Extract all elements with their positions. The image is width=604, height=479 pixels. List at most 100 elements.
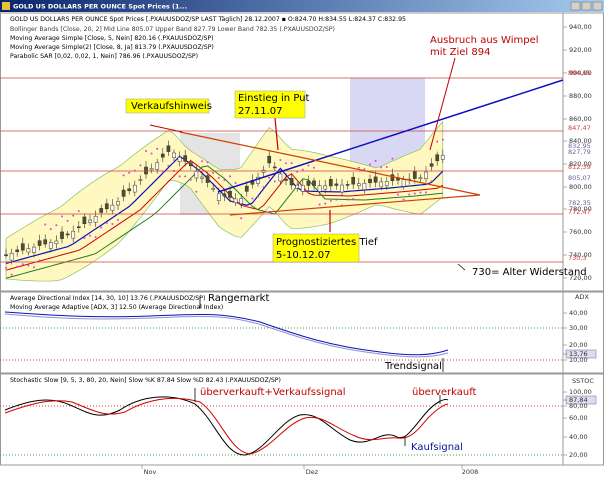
sar-dot [27,264,30,267]
sar-dot [72,214,75,217]
axis-label: 40,00 [569,433,588,441]
axis-label: 20,00 [569,341,588,349]
panel-name: ADX [575,293,589,301]
candle [289,178,294,186]
axis-label: 40,00 [569,309,588,317]
candle [48,242,53,249]
candle [412,171,417,179]
candle [351,176,356,185]
candle [228,190,232,198]
maximize-button[interactable] [581,1,592,11]
annotation: Rangemarkt [208,293,269,304]
candle [138,179,143,181]
price-tag: 805,07 [568,174,591,182]
candle [356,183,361,186]
axis-label: 940,00 [569,23,592,31]
candle [295,184,300,189]
candle [194,171,199,179]
price-tag: 812,39 [568,163,591,171]
axis-label: 740,00 [569,251,592,259]
sar-dot [44,223,47,226]
sar-dot [156,147,159,150]
sar-dot [335,198,338,201]
sar-dot [240,217,243,220]
axis-label: 860,00 [569,115,592,123]
annotation: Trendsignal [384,361,442,372]
axis-label: 880,00 [569,92,592,100]
adx-ma-line [4,313,449,358]
candle [424,171,428,180]
candle [149,168,154,171]
axis-label: 10,00 [569,356,588,364]
candle [328,179,333,187]
candle [104,203,109,210]
candle [32,246,36,253]
minimize-button[interactable] [570,1,581,11]
candle [379,181,384,188]
legend-entry: Parabolic SAR [0,02, 0,02, 1, Nein] 786.… [10,53,198,60]
sar-dot [402,198,405,201]
sar-dot [16,265,19,268]
candle [60,231,64,239]
sar-dot [145,150,147,153]
annotation: 730= Alter Widerstand [472,267,587,278]
axis-label: 760,00 [569,228,592,236]
sar-dot [178,175,181,178]
legend-entry: Stochastic Slow [9, 5, 3, 80, 20, Nein] … [10,377,281,384]
sar-dot [329,199,332,202]
candle [127,188,132,192]
axis-label: 80,00 [569,402,588,410]
candle [200,176,204,179]
close-button[interactable] [592,1,603,11]
sar-dot [413,192,416,195]
sar-dot [290,162,293,165]
axis-label: 13,76 [569,350,588,358]
arrow [149,124,183,133]
candle [216,193,221,201]
candle [205,175,210,183]
candle [323,185,328,190]
annotation: Ausbruch aus Wimpel [430,35,539,46]
axis-label: 87,84 [569,396,588,404]
sar-dot [245,205,248,208]
sar-dot [363,168,366,171]
sar-dot [380,166,383,169]
sar-dot [385,165,388,168]
annotation-box [125,98,210,114]
sar-dot [313,166,315,169]
window-buttons[interactable] [570,1,603,11]
sar-dot [217,176,220,179]
panel-name: SSTOC [572,377,594,385]
annotation: Prognostiziertes Tief [276,237,378,248]
sar-dot [397,193,399,196]
sar-dot [301,168,304,171]
sar-dot [234,181,237,184]
axis-label: 30,00 [569,324,588,332]
app-icon [2,2,10,10]
sar-dot [441,138,444,141]
legend-entry: Moving Average Simple [Close, 5, Nein] 8… [10,35,214,42]
candle [155,162,160,170]
price-tag: 827,79 [568,148,591,156]
candle [418,177,423,179]
sar-dot [49,228,52,231]
axis-label: 900,00 [569,69,592,77]
sar-dot [285,162,287,165]
sar-dot [33,266,35,269]
candle [345,184,350,186]
candle [306,180,311,186]
axis-label: 60,00 [569,414,588,422]
candle [20,243,25,251]
axis-label: 100,00 [569,388,592,396]
candle [362,182,367,190]
sar-dot [83,237,86,240]
candle [440,154,445,160]
annotation: mit Ziel 894 [430,47,490,58]
sar-dot [436,140,439,143]
sar-dot [229,175,231,178]
stoch-d-line [4,397,449,455]
price-tag: 894,65 [568,69,591,77]
price-tag: 832,95 [568,142,591,150]
sar-dot [212,171,215,174]
